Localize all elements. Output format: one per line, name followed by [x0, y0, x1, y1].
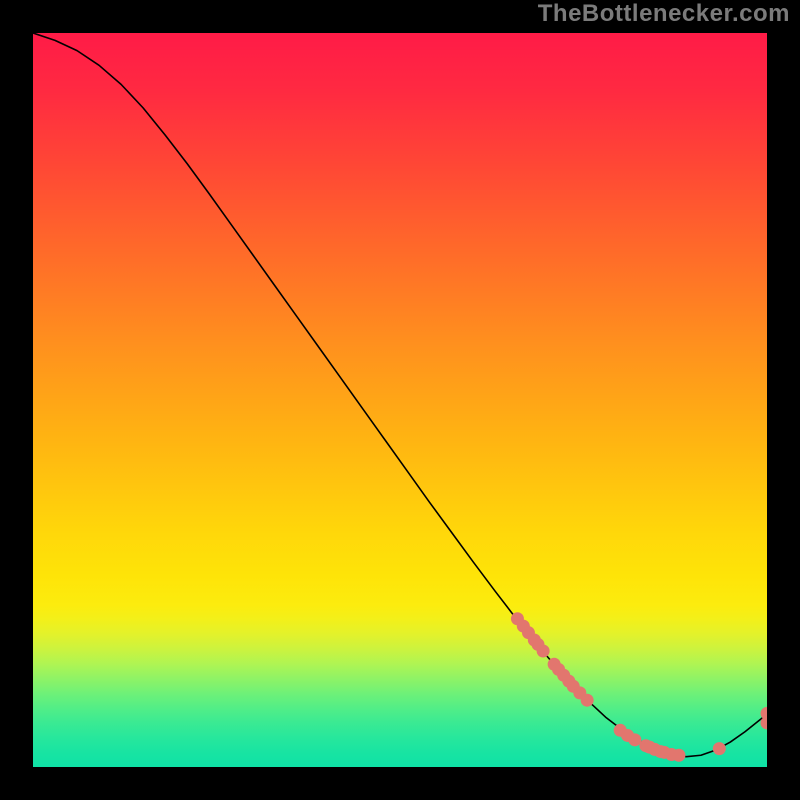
- plot-area: [33, 33, 767, 767]
- data-point: [537, 645, 550, 658]
- watermark-text: TheBottlenecker.com: [538, 0, 790, 28]
- data-point: [713, 742, 726, 755]
- chart-root: { "watermark": { "text": "TheBottlenecke…: [0, 0, 800, 800]
- data-point: [581, 694, 594, 707]
- chart-background: [33, 33, 767, 767]
- chart-svg: [33, 33, 767, 767]
- data-point: [628, 733, 641, 746]
- data-point: [672, 749, 685, 762]
